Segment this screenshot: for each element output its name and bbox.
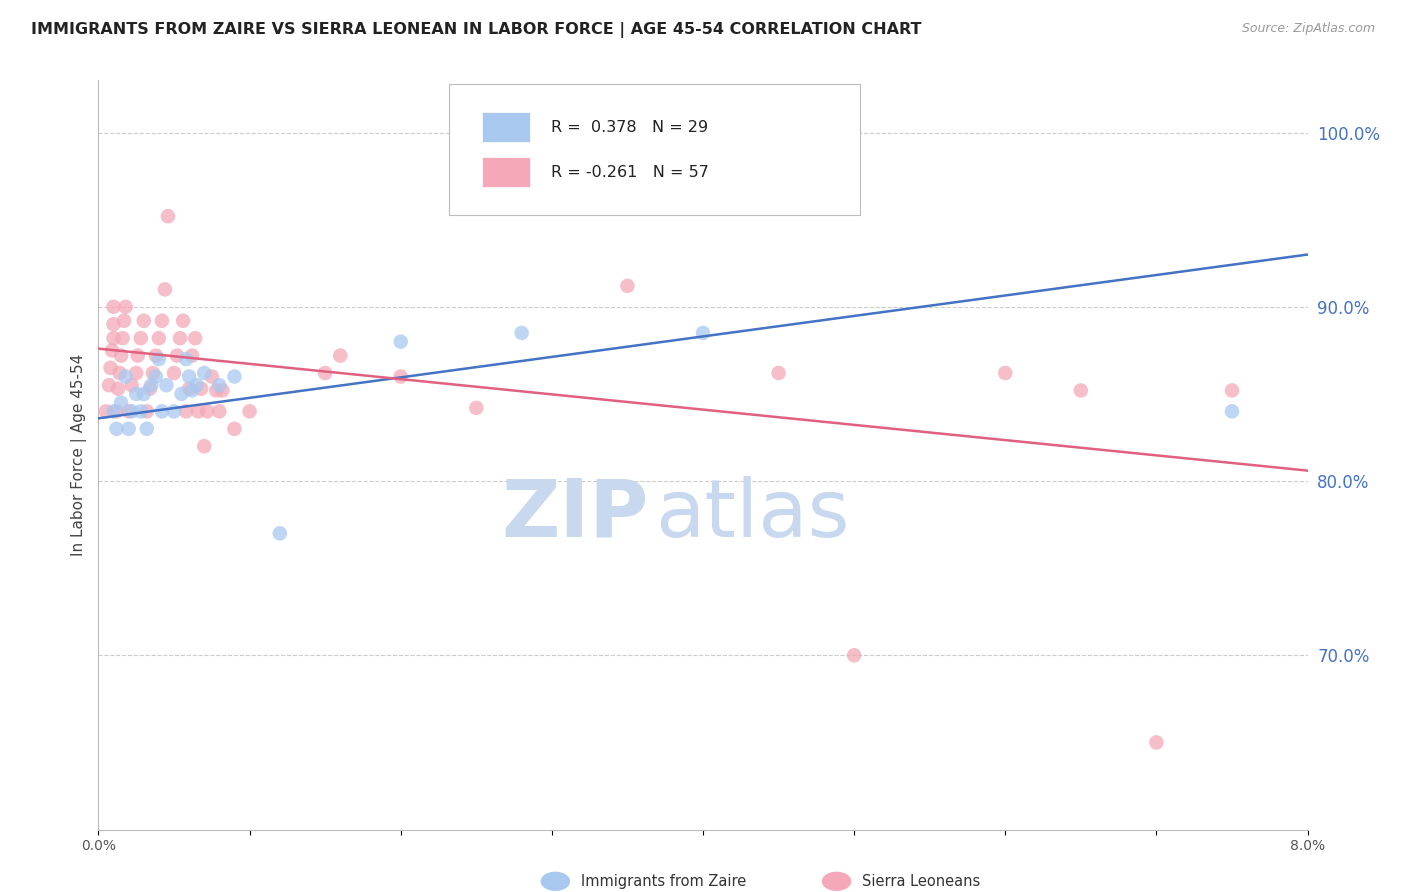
Point (179, 382, 201, 396)
Point (616, 279, 638, 293)
Point (994, 366, 1017, 380)
FancyBboxPatch shape (449, 84, 860, 215)
Point (187, 404, 209, 418)
Point (100, 360, 122, 375)
Point (125, 366, 148, 380)
Point (103, 331, 125, 345)
Text: atlas: atlas (655, 475, 849, 554)
Point (163, 366, 186, 380)
Point (129, 404, 152, 418)
Point (1070, 384, 1092, 398)
Point (132, 314, 155, 328)
Text: ZIP: ZIP (502, 475, 648, 554)
Point (127, 349, 149, 363)
Point (108, 366, 131, 380)
Text: R =  0.378   N = 29: R = 0.378 N = 29 (551, 120, 707, 135)
Point (121, 404, 143, 418)
Point (389, 334, 412, 349)
Point (314, 366, 336, 380)
Point (181, 349, 204, 363)
Point (148, 352, 170, 367)
Point (193, 366, 215, 380)
Point (224, 422, 246, 436)
Point (103, 317, 125, 331)
Point (125, 387, 148, 401)
Point (103, 404, 125, 418)
Y-axis label: In Labor Force | Age 45-54: In Labor Force | Age 45-54 (72, 354, 87, 556)
Point (148, 331, 170, 345)
Point (150, 314, 173, 328)
Point (329, 349, 352, 363)
Point (145, 369, 167, 384)
Point (239, 404, 262, 418)
Point (170, 387, 193, 401)
Point (150, 404, 173, 418)
Point (114, 300, 136, 314)
Point (1220, 384, 1243, 398)
Point (510, 326, 533, 340)
Point (105, 404, 128, 418)
Point (111, 331, 134, 345)
Point (1220, 404, 1243, 418)
Point (94, 404, 117, 418)
Point (465, 401, 488, 415)
Text: Sierra Leoneans: Sierra Leoneans (862, 874, 980, 888)
Point (186, 378, 208, 392)
Point (224, 369, 246, 384)
Point (145, 349, 167, 363)
Point (163, 404, 186, 418)
Point (190, 382, 212, 396)
Point (269, 526, 291, 541)
Point (129, 331, 152, 345)
Point (135, 422, 157, 436)
Point (98, 378, 121, 392)
Point (112, 314, 135, 328)
Point (103, 300, 125, 314)
Point (114, 369, 136, 384)
Point (121, 378, 143, 392)
Point (110, 395, 132, 409)
Point (101, 343, 124, 358)
Point (205, 384, 228, 398)
Text: IMMIGRANTS FROM ZAIRE VS SIERRA LEONEAN IN LABOR FORCE | AGE 45-54 CORRELATION C: IMMIGRANTS FROM ZAIRE VS SIERRA LEONEAN … (31, 22, 921, 38)
Point (118, 422, 141, 436)
Point (141, 378, 163, 392)
FancyBboxPatch shape (482, 112, 530, 143)
Point (844, 648, 866, 663)
Point (389, 369, 412, 384)
Point (174, 404, 197, 418)
Point (142, 366, 165, 380)
Text: Immigrants from Zaire: Immigrants from Zaire (581, 874, 747, 888)
Point (169, 331, 191, 345)
Point (156, 209, 179, 223)
FancyBboxPatch shape (482, 158, 530, 187)
Point (179, 369, 201, 384)
Point (107, 382, 129, 396)
Point (174, 352, 197, 367)
Point (1146, 735, 1168, 749)
Point (135, 404, 157, 418)
Point (155, 378, 177, 392)
Point (139, 382, 162, 396)
Point (193, 439, 215, 453)
Point (768, 366, 790, 380)
Point (153, 282, 176, 296)
Point (166, 349, 188, 363)
Text: R = -0.261   N = 57: R = -0.261 N = 57 (551, 165, 709, 180)
Point (172, 314, 194, 328)
Point (208, 404, 231, 418)
Point (181, 384, 204, 398)
Point (105, 422, 128, 436)
Point (208, 378, 231, 392)
Text: Source: ZipAtlas.com: Source: ZipAtlas.com (1241, 22, 1375, 36)
Point (692, 326, 714, 340)
Point (118, 404, 141, 418)
Point (110, 349, 132, 363)
Point (201, 369, 224, 384)
Point (195, 404, 218, 418)
Point (184, 331, 207, 345)
Point (211, 384, 233, 398)
Point (132, 387, 155, 401)
